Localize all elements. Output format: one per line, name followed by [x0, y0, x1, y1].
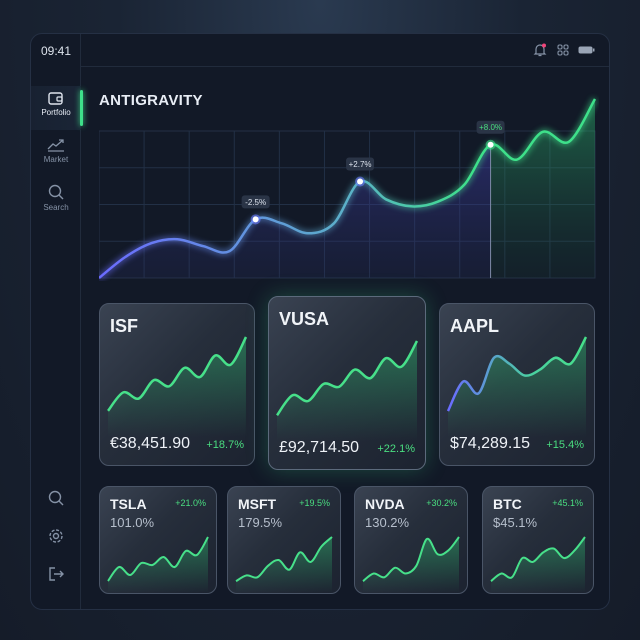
search-icon[interactable]: [48, 490, 64, 506]
card-change: +45.1%: [552, 498, 583, 508]
card-change: +19.5%: [299, 498, 330, 508]
top-bar: [81, 34, 609, 67]
sidebar-item-search[interactable]: Search: [31, 184, 81, 212]
asset-card-aapl[interactable]: AAPL $74,289.15 +15.4%: [439, 303, 595, 466]
sparkline: [446, 336, 588, 437]
sparkline-line: [275, 340, 419, 417]
battery-icon: [578, 46, 595, 54]
card-ticker: AAPL: [450, 316, 499, 336]
sparkline: [235, 536, 333, 593]
wallet-icon: [48, 92, 63, 105]
chart-marker-label: -2.5%: [245, 198, 266, 207]
sparkline-fill: [108, 537, 208, 593]
chart-marker[interactable]: [252, 216, 259, 223]
asset-card-nvda[interactable]: NVDA 130.2% +30.2%: [354, 486, 468, 594]
sparkline-fill: [363, 537, 459, 593]
chart-marker[interactable]: [357, 178, 364, 185]
asset-card-vusa[interactable]: VUSA £92,714.50 +22.1%: [268, 296, 426, 470]
sparkline-line: [490, 536, 586, 582]
sparkline-line: [107, 536, 209, 582]
sidebar-item-label: Market: [43, 155, 69, 164]
sparkline-fill: [448, 337, 586, 437]
sidebar-item-market[interactable]: Market: [31, 138, 81, 164]
sidebar-item-label: Search: [43, 203, 69, 212]
card-value: $74,289.15: [450, 435, 531, 452]
chart-line: [99, 98, 597, 279]
grid-icon[interactable]: [557, 44, 569, 56]
sparkline-fill: [277, 341, 417, 441]
card-change: +30.2%: [426, 498, 457, 508]
bell-icon[interactable]: [533, 43, 547, 57]
sidebar: 09:41 Portfolio Market Search: [31, 34, 83, 609]
search-icon: [48, 184, 64, 200]
sparkline-fill: [236, 537, 332, 593]
logout-icon[interactable]: [48, 566, 64, 582]
sidebar-item-label: Portfolio: [41, 108, 71, 117]
chart-marker[interactable]: [487, 141, 494, 148]
sparkline-fill: [491, 537, 585, 593]
card-ticker: TSLA: [110, 496, 147, 512]
card-ticker: MSFT: [238, 496, 277, 512]
asset-card-msft[interactable]: MSFT 179.5% +19.5%: [227, 486, 341, 594]
gear-icon[interactable]: [48, 528, 64, 544]
card-change: +18.7%: [206, 439, 244, 451]
sparkline: [107, 336, 248, 437]
card-change: +21.0%: [175, 498, 206, 508]
sparkline: [107, 536, 209, 593]
sparkline-fill: [108, 337, 246, 437]
card-ticker: BTC: [493, 496, 522, 512]
status-time: 09:41: [41, 44, 72, 58]
sparkline-line: [107, 336, 248, 412]
asset-card-isf[interactable]: ISF €38,451.90 +18.7%: [99, 303, 255, 466]
sparkline-line: [446, 336, 588, 412]
chart-marker-badge: [346, 157, 375, 171]
asset-card-tsla[interactable]: TSLA 101.0% +21.0%: [99, 486, 217, 594]
chart-marker-label: +8.0%: [479, 123, 502, 132]
asset-card-btc[interactable]: BTC $45.1% +45.1%: [482, 486, 594, 594]
card-change: +22.1%: [377, 443, 415, 455]
chart-marker-label: +2.7%: [349, 160, 372, 169]
card-ticker: ISF: [110, 316, 139, 336]
sparkline: [490, 536, 586, 593]
sparkline-line: [362, 536, 460, 582]
card-value: 130.2%: [365, 515, 410, 530]
card-ticker: NVDA: [365, 496, 405, 512]
card-value: €38,451.90: [110, 435, 191, 452]
sparkline: [362, 536, 460, 593]
card-change: +15.4%: [546, 439, 584, 451]
page-title: ANTIGRAVITY: [99, 92, 203, 109]
card-value: 179.5%: [238, 515, 283, 530]
chart-marker-badge: [241, 195, 270, 209]
card-value: $45.1%: [493, 515, 538, 530]
sparkline-line: [235, 536, 333, 583]
card-value: 101.0%: [110, 515, 155, 530]
trend-icon: [47, 139, 64, 152]
card-ticker: VUSA: [279, 309, 330, 329]
sidebar-item-portfolio[interactable]: Portfolio: [31, 86, 83, 130]
app-window: 09:41 Portfolio Market Search ANTIGRAVIT…: [30, 33, 610, 610]
sparkline: [275, 340, 419, 441]
portfolio-chart: -2.5% +2.7% +8.0%: [99, 97, 598, 281]
card-value: £92,714.50: [279, 439, 360, 456]
chart-marker-badge: [476, 120, 505, 134]
